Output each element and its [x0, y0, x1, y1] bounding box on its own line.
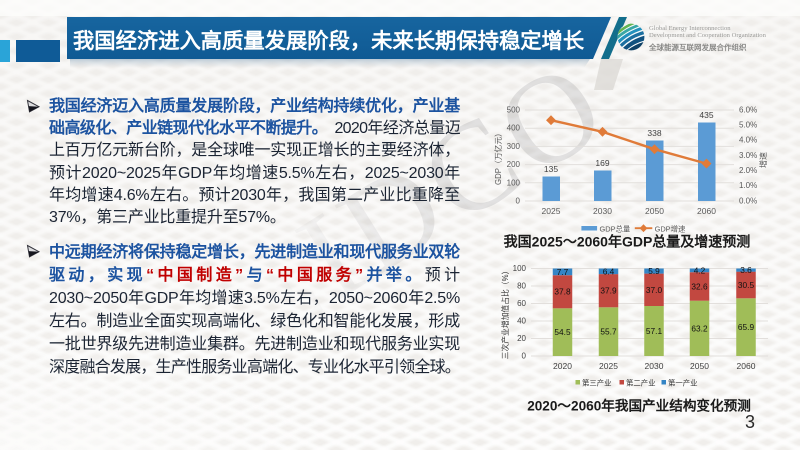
svg-text:2020～2060年我国产业结构变化预测: 2020～2060年我国产业结构变化预测 — [527, 397, 751, 413]
svg-text:169: 169 — [595, 158, 609, 168]
svg-text:2020: 2020 — [553, 361, 572, 371]
svg-text:0.0%: 0.0% — [739, 197, 757, 206]
svg-text:54.5: 54.5 — [554, 327, 571, 337]
svg-text:100: 100 — [513, 264, 527, 273]
svg-text:40: 40 — [517, 317, 526, 326]
svg-text:我国2025～2060年GDP总量及增速预测: 我国2025～2060年GDP总量及增速预测 — [504, 234, 751, 250]
svg-text:3.6: 3.6 — [740, 265, 752, 275]
svg-text:GDP（万亿元）: GDP（万亿元） — [493, 129, 503, 185]
svg-text:37.8: 37.8 — [554, 287, 571, 297]
svg-text:2060: 2060 — [697, 206, 716, 216]
svg-text:55.7: 55.7 — [600, 327, 617, 337]
svg-text:57.1: 57.1 — [646, 326, 663, 336]
svg-text:37.9: 37.9 — [600, 286, 617, 296]
svg-text:60: 60 — [517, 299, 526, 308]
svg-text:GDP总量: GDP总量 — [600, 225, 631, 234]
svg-text:1.0%: 1.0% — [739, 181, 757, 190]
svg-text:4.2: 4.2 — [694, 265, 706, 275]
svg-text:20: 20 — [517, 334, 526, 343]
svg-text:7.7: 7.7 — [557, 267, 569, 277]
svg-text:2025: 2025 — [542, 206, 561, 216]
svg-text:5.9: 5.9 — [648, 266, 660, 276]
svg-text:第一产业: 第一产业 — [668, 378, 698, 387]
svg-text:第二产业: 第二产业 — [626, 378, 656, 387]
svg-text:65.9: 65.9 — [738, 322, 755, 332]
svg-text:100: 100 — [507, 178, 521, 187]
svg-text:GDP增速: GDP增速 — [655, 225, 686, 234]
svg-text:2030: 2030 — [593, 206, 612, 216]
svg-text:2030: 2030 — [645, 361, 664, 371]
svg-text:5.0%: 5.0% — [739, 121, 757, 130]
svg-text:第三产业: 第三产业 — [582, 378, 612, 387]
svg-text:6.4: 6.4 — [603, 266, 615, 276]
svg-text:0: 0 — [516, 197, 521, 206]
svg-text:2060: 2060 — [737, 361, 756, 371]
svg-text:2.0%: 2.0% — [739, 166, 757, 175]
svg-text:300: 300 — [507, 142, 521, 151]
svg-text:37.0: 37.0 — [646, 285, 663, 295]
svg-text:30.5: 30.5 — [738, 280, 755, 290]
svg-text:135: 135 — [544, 164, 558, 174]
svg-text:2050: 2050 — [645, 206, 664, 216]
svg-text:80: 80 — [517, 282, 526, 291]
svg-text:435: 435 — [699, 110, 713, 120]
svg-text:增速: 增速 — [758, 152, 768, 168]
svg-text:4.0%: 4.0% — [739, 136, 757, 145]
svg-text:0: 0 — [522, 352, 527, 361]
svg-text:3.0%: 3.0% — [739, 151, 757, 160]
svg-text:3: 3 — [745, 412, 755, 432]
svg-text:63.2: 63.2 — [691, 323, 708, 333]
svg-text:400: 400 — [507, 124, 521, 133]
svg-text:2025: 2025 — [599, 361, 618, 371]
svg-text:500: 500 — [507, 106, 521, 115]
svg-text:6.0%: 6.0% — [739, 106, 757, 115]
svg-text:三次产业增加值占比（%）: 三次产业增加值占比（%） — [500, 267, 510, 360]
svg-text:338: 338 — [647, 128, 661, 138]
svg-text:2050: 2050 — [690, 361, 709, 371]
svg-text:200: 200 — [507, 160, 521, 169]
svg-text:32.6: 32.6 — [691, 281, 708, 291]
